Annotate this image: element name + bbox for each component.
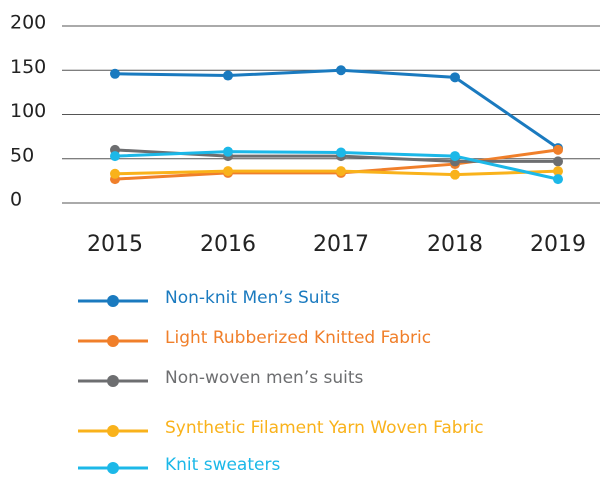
point: [223, 70, 233, 81]
legend-label: Non-woven men’s suits: [165, 368, 364, 388]
x-tick-label: 2017: [313, 232, 369, 257]
legend-marker: [107, 295, 119, 307]
point: [110, 168, 120, 179]
x-tick-label: 2016: [200, 232, 256, 257]
point: [553, 174, 563, 185]
legend-label: Non-knit Men’s Suits: [165, 288, 340, 308]
legend-label: Knit sweaters: [165, 455, 280, 475]
legend-marker: [107, 375, 119, 387]
point: [553, 166, 563, 177]
point: [336, 147, 346, 158]
point: [553, 156, 563, 167]
point: [450, 72, 460, 83]
x-tick-label: 2019: [530, 232, 586, 257]
point: [223, 146, 233, 157]
legend-marker: [107, 425, 119, 437]
point: [223, 166, 233, 177]
y-tick-label: 200: [10, 12, 46, 34]
legend-label: Light Rubberized Knitted Fabric: [165, 328, 431, 348]
point: [450, 151, 460, 162]
point: [450, 169, 460, 180]
legend-label: Synthetic Filament Yarn Woven Fabric: [165, 418, 484, 438]
y-tick-label: 0: [10, 189, 22, 211]
y-tick-label: 150: [10, 56, 46, 78]
x-tick-label: 2018: [427, 232, 483, 257]
legend-marker: [107, 335, 119, 347]
y-tick-label: 50: [10, 144, 34, 166]
point: [553, 144, 563, 155]
point: [336, 166, 346, 177]
point: [110, 151, 120, 162]
y-tick-label: 100: [10, 100, 46, 122]
x-tick-label: 2015: [87, 232, 143, 257]
series-line: [114, 68, 559, 150]
point: [336, 65, 346, 76]
legend-marker: [107, 462, 119, 474]
point: [110, 68, 120, 79]
